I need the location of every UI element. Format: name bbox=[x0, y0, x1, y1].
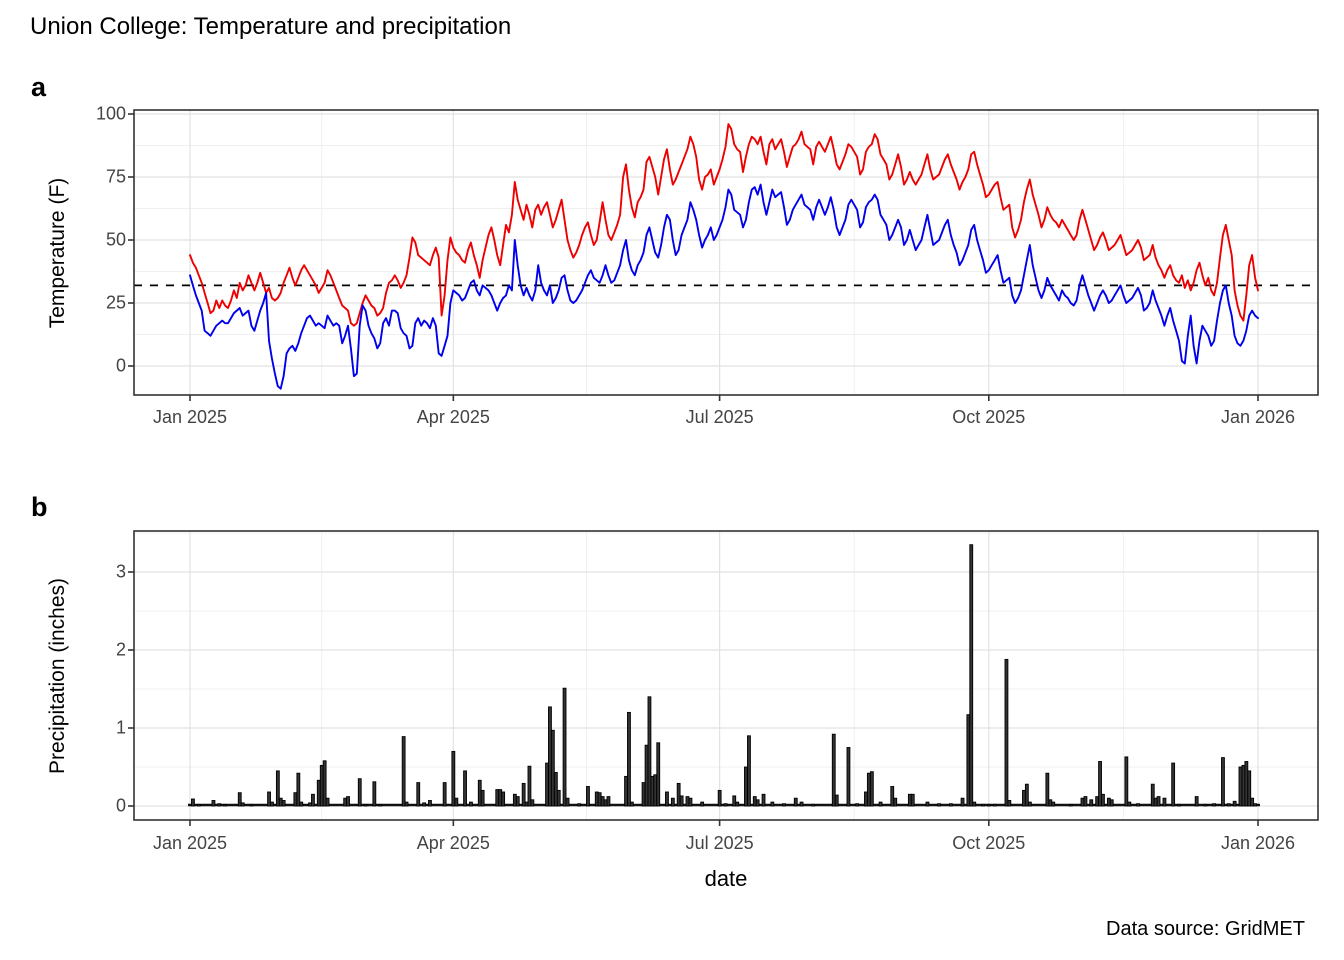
temperature-axis-title: Temperature (F) bbox=[46, 177, 69, 329]
y-tick-label-precipitation: 1 bbox=[115, 717, 126, 738]
x-tick-label-date: Jan 2026 bbox=[1220, 833, 1296, 853]
x-tick-label-date: Jul 2025 bbox=[685, 407, 754, 427]
precip-bars bbox=[191, 544, 1258, 807]
x-tick-label-date: Oct 2025 bbox=[952, 407, 1026, 427]
y-tick-label-precipitation: 3 bbox=[115, 561, 126, 582]
x-axis-title: date bbox=[704, 866, 748, 891]
chart-title: Union College: Temperature and precipita… bbox=[30, 13, 512, 40]
y-tick-label-temperature: 50 bbox=[105, 229, 126, 250]
y-tick-label-precipitation: 0 bbox=[115, 795, 126, 816]
y-tick-label-temperature: 100 bbox=[95, 103, 126, 124]
y-tick-label-temperature: 25 bbox=[105, 292, 126, 313]
panel-b-label: b bbox=[31, 492, 48, 522]
x-tick-label-date: Apr 2025 bbox=[416, 833, 490, 853]
caption: Data source: GridMET bbox=[1106, 918, 1305, 940]
x-tick-label-date: Jan 2026 bbox=[1220, 407, 1296, 427]
x-tick-label-date: Apr 2025 bbox=[416, 407, 490, 427]
panel-a-label: a bbox=[31, 72, 47, 102]
y-tick-label-temperature: 75 bbox=[105, 166, 126, 187]
precipitation-axis-title: Precipitation (inches) bbox=[46, 577, 69, 775]
x-tick-label-date: Jan 2025 bbox=[152, 833, 228, 853]
x-tick-label-date: Jan 2025 bbox=[152, 407, 228, 427]
y-tick-label-temperature: 0 bbox=[115, 355, 126, 376]
y-tick-label-precipitation: 2 bbox=[115, 639, 126, 660]
x-tick-label-date: Jul 2025 bbox=[685, 833, 754, 853]
tmax-line bbox=[189, 123, 1259, 327]
tmin-line bbox=[189, 183, 1259, 390]
x-tick-label-date: Oct 2025 bbox=[952, 833, 1026, 853]
